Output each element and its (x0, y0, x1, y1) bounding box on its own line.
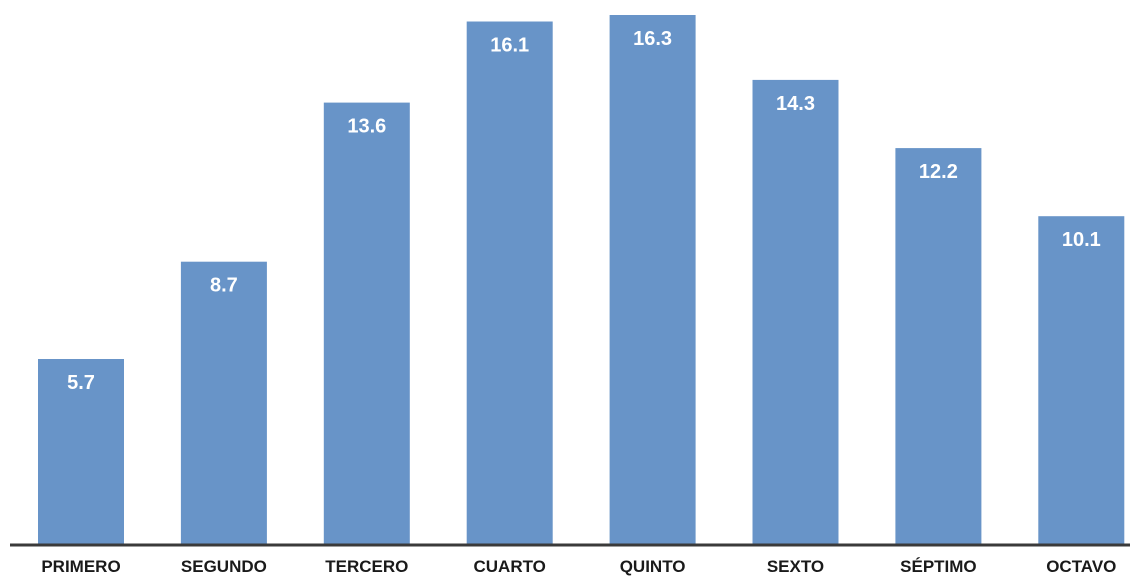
bar-quinto (609, 15, 696, 544)
value-label: 5.7 (67, 372, 95, 394)
category-label: PRIMERO (41, 557, 120, 576)
bar-segundo (180, 261, 267, 544)
bar-séptimo (895, 148, 982, 544)
category-label: SEXTO (767, 557, 824, 576)
value-label: 13.6 (347, 116, 386, 138)
category-label: QUINTO (620, 557, 686, 576)
value-label: 16.1 (490, 35, 529, 57)
bars-group (38, 15, 1125, 545)
bar-cuarto (466, 21, 553, 544)
category-label: OCTAVO (1046, 557, 1116, 576)
value-label: 10.1 (1062, 229, 1101, 251)
bar-sexto (752, 79, 839, 545)
category-label: SEGUNDO (181, 557, 267, 576)
category-labels-group: PRIMERO SEGUNDO TERCERO CUARTO QUINTO SEXTO SÉ… (41, 557, 1116, 576)
bar-tercero (323, 102, 410, 544)
value-label: 8.7 (210, 275, 238, 297)
value-label: 12.2 (919, 161, 958, 183)
value-label: 16.3 (633, 28, 672, 50)
category-label: TERCERO (325, 557, 408, 576)
value-labels-group: 5.7 8.7 13.6 16.1 16.3 14.3 12.2 10.1 (67, 28, 1101, 394)
bar-primero (38, 359, 124, 544)
value-label: 14.3 (776, 93, 815, 115)
category-label: CUARTO (473, 557, 545, 576)
bar-octavo (1038, 216, 1125, 544)
category-label: SÉPTIMO (900, 557, 977, 576)
